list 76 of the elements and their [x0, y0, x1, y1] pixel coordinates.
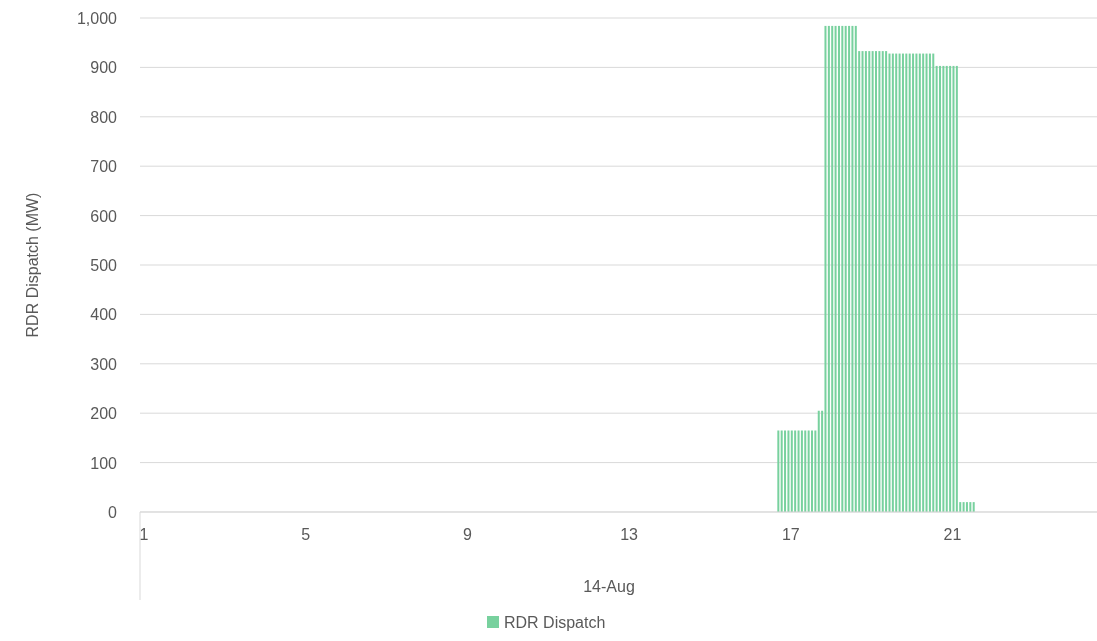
bar: [807, 430, 810, 512]
bar: [918, 53, 921, 512]
y-axis-title: RDR Dispatch (MW): [24, 192, 41, 338]
bar: [905, 53, 908, 512]
bar: [874, 51, 878, 512]
bar: [932, 53, 935, 512]
bar: [787, 430, 790, 512]
y-tick-label: 500: [90, 257, 118, 274]
bar: [925, 53, 928, 512]
bar: [811, 430, 814, 512]
bar: [794, 430, 797, 512]
y-tick-label: 900: [90, 59, 118, 77]
bar: [837, 25, 840, 512]
y-tick-label: 0: [108, 504, 118, 521]
bar: [901, 53, 904, 512]
bar: [841, 25, 844, 512]
x-tick-label: 21: [943, 526, 962, 543]
bar: [928, 53, 931, 512]
bar: [790, 430, 793, 512]
bar: [955, 65, 958, 512]
y-tick-label: 400: [90, 306, 118, 324]
x-tick-label: 5: [301, 526, 311, 543]
bar: [831, 25, 834, 512]
bar: [804, 430, 807, 512]
x-tick-label: 13: [620, 526, 639, 543]
y-tick-label: 600: [90, 207, 118, 225]
bar: [844, 25, 847, 512]
bar: [784, 430, 787, 512]
bar: [952, 65, 955, 512]
bar: [834, 25, 837, 512]
x-tick-label: 9: [462, 526, 472, 543]
bar: [962, 502, 965, 512]
bar: [777, 430, 780, 512]
bar: [935, 65, 938, 512]
bar: [888, 53, 891, 512]
bar: [969, 502, 972, 512]
bar: [885, 51, 888, 512]
y-tick-label: 300: [90, 355, 118, 373]
bar: [797, 430, 800, 512]
bar: [898, 53, 901, 512]
bar: [895, 53, 898, 512]
bar: [848, 25, 851, 512]
bar: [942, 65, 945, 512]
y-tick-label: 100: [90, 454, 118, 472]
bar: [864, 51, 867, 512]
bar: [851, 25, 854, 512]
bar: [878, 51, 881, 512]
bar: [854, 25, 857, 512]
bar: [922, 53, 925, 512]
bar: [780, 430, 783, 512]
bar: [939, 65, 942, 512]
bar: [965, 502, 968, 512]
y-tick-label: 700: [90, 158, 118, 176]
bar: [868, 51, 871, 512]
bar: [800, 430, 803, 512]
bar: [972, 502, 975, 512]
bar: [949, 65, 952, 512]
bar: [817, 410, 820, 512]
bar: [861, 51, 864, 512]
bar: [871, 51, 874, 512]
x-axis-title: 14-Aug: [583, 578, 635, 595]
bar: [908, 53, 911, 512]
bar: [912, 53, 915, 512]
y-tick-label: 200: [90, 405, 118, 423]
x-tick-label: 17: [781, 526, 800, 543]
x-tick-label: 1: [139, 526, 149, 543]
bar: [824, 25, 827, 512]
bar: [891, 53, 894, 512]
bar: [881, 51, 884, 512]
bar: [945, 65, 948, 512]
bar: [827, 25, 830, 512]
bar: [915, 53, 918, 512]
legend-label: RDR Dispatch: [504, 614, 606, 631]
y-tick-label: 800: [90, 108, 118, 126]
bar: [814, 430, 817, 512]
y-tick-label: 1,000: [76, 10, 118, 27]
